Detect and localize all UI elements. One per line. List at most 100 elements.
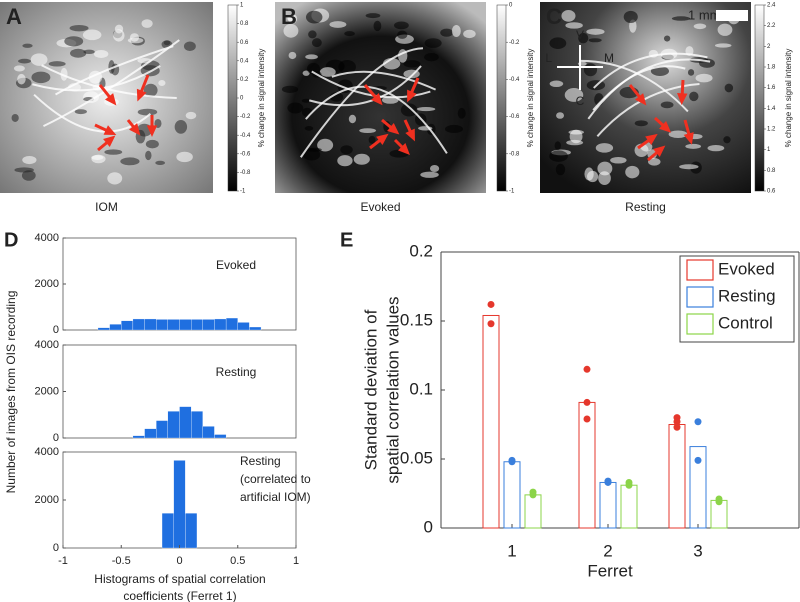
histogram-bar — [202, 319, 215, 331]
image-texture — [13, 65, 25, 72]
scale-bar — [716, 10, 748, 21]
legend-swatch — [686, 313, 714, 335]
image-texture — [565, 22, 583, 29]
histogram-bar — [225, 317, 238, 331]
histogram-bar — [156, 420, 168, 439]
colorbar-tick-label: 2.2 — [767, 23, 776, 29]
legend-label: Control — [718, 313, 773, 332]
histogram-bar — [190, 319, 203, 331]
histogram-bar — [144, 318, 157, 331]
image-texture — [634, 120, 648, 127]
y-axis-label: Number of images from OIS recording — [4, 291, 18, 494]
image-texture — [113, 29, 125, 42]
colorbar-tick-label: 1.2 — [767, 127, 776, 133]
bar — [599, 481, 617, 529]
image-texture — [176, 151, 193, 163]
compass-label: C — [576, 94, 585, 108]
image-texture — [660, 101, 674, 109]
compass-label: L — [545, 51, 552, 65]
image-texture — [348, 114, 357, 124]
image-texture — [288, 51, 297, 60]
data-point — [487, 320, 495, 328]
image-texture — [695, 73, 713, 83]
colorbar-tick-label: 1 — [240, 3, 244, 9]
arrow-head — [146, 125, 158, 137]
y-tick-label: 0 — [424, 517, 433, 536]
image-texture — [329, 21, 347, 28]
y-tick-label: 2000 — [35, 278, 59, 290]
vessel — [331, 70, 437, 91]
histogram-bar — [237, 322, 250, 331]
image-texture — [588, 38, 602, 43]
data-point — [583, 398, 591, 406]
colorbar-tick-label: 0.4 — [240, 58, 249, 64]
histogram-bar — [167, 319, 180, 331]
image-texture — [723, 136, 731, 144]
image-texture — [31, 71, 51, 84]
image-texture — [337, 155, 353, 167]
y-tick-label: 0 — [53, 324, 59, 336]
image-texture — [301, 98, 312, 103]
image-texture — [120, 157, 140, 166]
image-texture — [64, 36, 84, 47]
histogram-bar — [144, 428, 157, 439]
y-tick-label: 4000 — [35, 232, 59, 244]
image-texture — [457, 107, 466, 119]
data-point — [583, 415, 591, 423]
y-tick-label: 4000 — [35, 339, 59, 351]
image-texture — [623, 10, 638, 23]
colorbar-tick-label: -0.2 — [509, 40, 520, 46]
image-texture — [344, 31, 355, 37]
image-texture — [586, 28, 605, 35]
image-texture — [451, 24, 461, 37]
annotation: Evoked — [216, 258, 256, 272]
image-texture — [306, 147, 322, 152]
arrow-head — [407, 89, 417, 103]
histogram-bar — [161, 513, 174, 549]
compass-label: V — [576, 28, 584, 42]
image-texture — [107, 172, 123, 185]
y-tick-label: 4000 — [35, 446, 59, 458]
colorbar-tick-label: 1.4 — [767, 106, 776, 112]
image-texture — [717, 23, 733, 36]
colorbar-tick-label: -0.4 — [240, 133, 251, 139]
image-panel — [0, 2, 213, 193]
image-texture — [561, 9, 576, 22]
colorbar-tick-label: -0.8 — [240, 170, 251, 176]
image-texture — [714, 43, 732, 48]
histogram-bar — [167, 411, 180, 439]
arrow-head — [635, 93, 647, 106]
image-texture — [595, 143, 614, 153]
data-point — [625, 481, 633, 489]
image-texture — [668, 130, 688, 138]
y-tick-label: 0.2 — [409, 241, 433, 260]
arrow-head — [129, 123, 141, 136]
colorbar — [754, 4, 765, 192]
colorbar-tick-label: -1 — [240, 189, 246, 195]
image-texture — [583, 63, 598, 77]
image-texture — [556, 112, 565, 119]
image-texture — [707, 144, 725, 152]
data-point — [508, 458, 516, 466]
y-tick-label: 0.1 — [409, 379, 433, 398]
colorbar-tick-label: -0.2 — [240, 114, 251, 120]
image-texture — [158, 79, 166, 87]
colorbar — [227, 4, 238, 192]
image-texture — [311, 38, 322, 48]
image-texture — [69, 24, 89, 32]
image-texture — [687, 69, 695, 76]
image-texture — [353, 153, 370, 165]
colorbar — [496, 4, 507, 192]
image-texture — [400, 103, 418, 117]
image-texture — [48, 61, 66, 67]
colorbar-label: % change in signal intensity — [526, 49, 535, 148]
vessel — [55, 45, 174, 96]
histogram-bar — [173, 460, 186, 549]
image-caption: Evoked — [360, 200, 400, 214]
image-texture — [679, 164, 699, 170]
histogram-bar — [109, 324, 122, 331]
y-tick-label: 2000 — [35, 494, 59, 506]
y-tick-label: 0 — [53, 432, 59, 444]
panel-letter: A — [6, 4, 22, 29]
arrow-head — [376, 133, 389, 145]
